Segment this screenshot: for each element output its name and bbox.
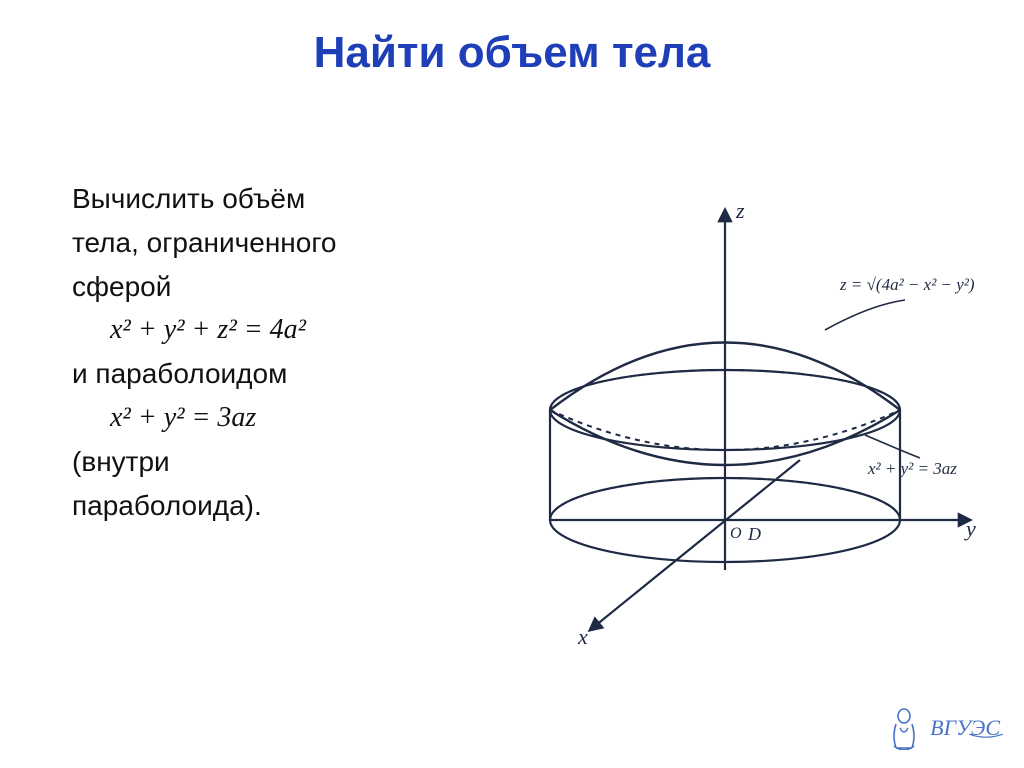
equation-sphere: x² + y² + z² = 4a²: [110, 311, 432, 349]
slide: Найти объем тела Вычислить объём тела, о…: [0, 0, 1024, 768]
text-line: параболоида).: [72, 487, 432, 525]
equation-paraboloid: x² + y² = 3az: [110, 399, 432, 437]
pointer-bottom: [865, 435, 920, 458]
domain-label: D: [747, 524, 761, 544]
axis-label-x: x: [577, 624, 588, 649]
text-line: (внутри: [72, 443, 432, 481]
text-line: и параболоидом: [72, 355, 432, 393]
logo-icon: [886, 706, 922, 750]
text-line: тела, ограниченного: [72, 224, 432, 262]
logo: ВГУЭС: [886, 706, 1000, 750]
origin-label: O: [730, 525, 742, 542]
page-title: Найти объем тела: [0, 28, 1024, 78]
problem-statement: Вычислить объём тела, ограниченного сфер…: [72, 180, 432, 530]
logo-underline-icon: [968, 714, 1004, 758]
pointer-top: [825, 300, 905, 330]
diagram: z y x O D z = √(4a² − x² − y²) x² + y² =…: [470, 190, 990, 650]
text-line: сферой: [72, 268, 432, 306]
eq-bottom: x² + y² = 3az: [867, 459, 957, 478]
axis-label-y: y: [964, 516, 976, 541]
axis-label-z: z: [735, 198, 745, 223]
text-line: Вычислить объём: [72, 180, 432, 218]
eq-top: z = √(4a² − x² − y²): [839, 275, 975, 294]
